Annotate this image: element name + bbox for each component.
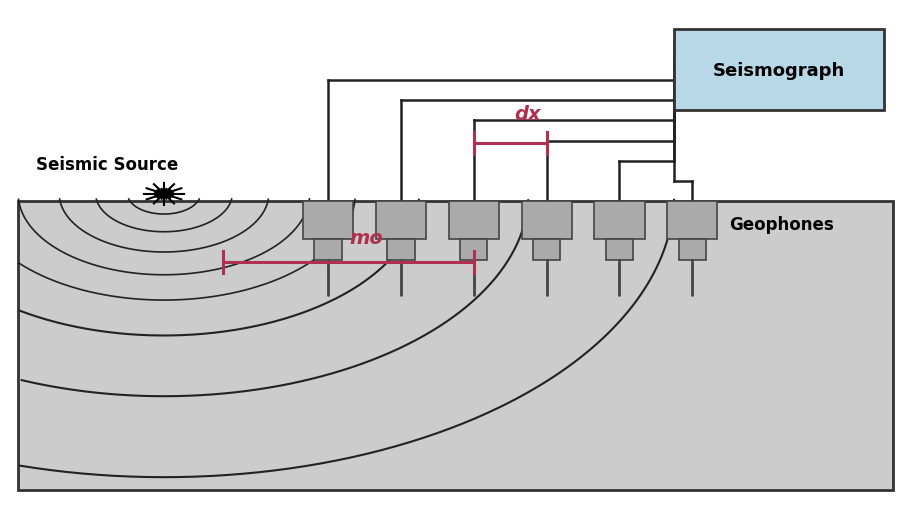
Bar	[302, 202, 353, 240]
Text: mo: mo	[350, 228, 384, 247]
Bar	[18, 202, 893, 490]
Bar	[314, 240, 342, 260]
Bar	[533, 240, 560, 260]
Bar	[606, 240, 633, 260]
Text: dx: dx	[514, 105, 540, 124]
Bar	[449, 202, 499, 240]
Text: Seismograph: Seismograph	[712, 62, 845, 80]
Text: Geophones: Geophones	[729, 216, 834, 234]
Bar	[460, 240, 487, 260]
Bar	[387, 240, 415, 260]
Bar	[667, 202, 718, 240]
Text: Seismic Source: Seismic Source	[36, 155, 179, 173]
Bar	[375, 202, 426, 240]
Bar	[674, 30, 884, 111]
Bar	[679, 240, 706, 260]
Bar	[595, 202, 645, 240]
Bar	[521, 202, 572, 240]
